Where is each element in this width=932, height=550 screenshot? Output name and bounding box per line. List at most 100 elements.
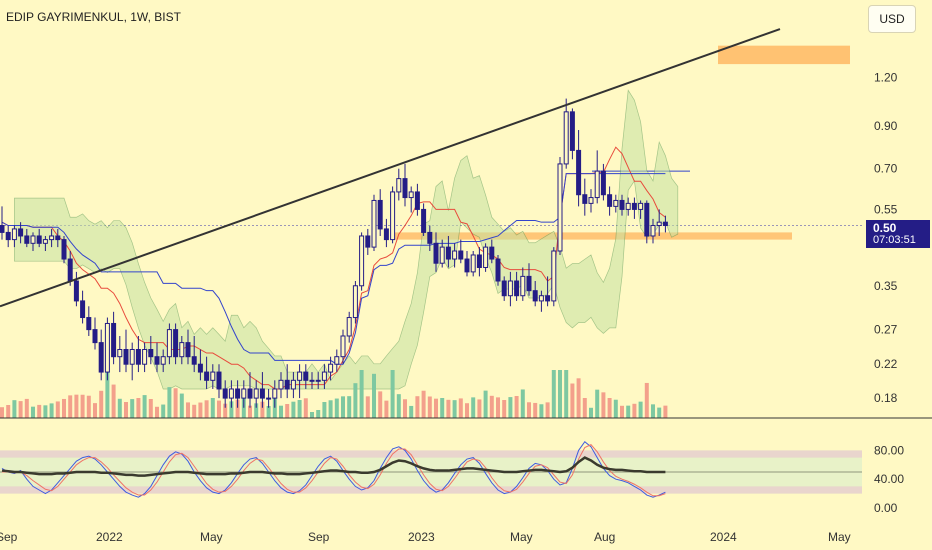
volume-bar [446, 399, 451, 418]
chart-title: EDIP GAYRIMENKUL, 1W, BIST [6, 10, 181, 24]
volume-bar [248, 405, 252, 418]
osc-extreme-band [0, 450, 862, 458]
volume-bar [471, 397, 476, 418]
candle-body [576, 149, 582, 196]
candle-body [272, 388, 278, 399]
volume-bar [322, 402, 327, 418]
x-tick-label: 2023 [408, 530, 435, 544]
volume-bar [440, 398, 445, 418]
candle-body [0, 225, 5, 233]
volume-bar [86, 395, 91, 418]
candle-body [396, 178, 402, 193]
candle-body [613, 199, 619, 207]
volume-bar [328, 400, 333, 418]
volume-bar [489, 395, 494, 418]
volume-bar [80, 394, 85, 418]
volume-bars [0, 370, 668, 418]
currency-button[interactable]: USD [868, 5, 916, 33]
volume-bar [167, 387, 172, 418]
candle-body [656, 221, 662, 227]
resistance-zone[interactable] [718, 45, 850, 65]
x-tick-label: May [828, 530, 851, 544]
volume-bar [43, 405, 48, 418]
volume-bar [496, 397, 500, 418]
candle-body [334, 356, 340, 365]
last-price-tag: 0.50 07:03:51 [866, 220, 930, 248]
candle-body [359, 235, 365, 287]
candle-body [73, 280, 79, 302]
candle-body [526, 275, 532, 292]
candle-body [253, 388, 259, 399]
volume-bar [663, 405, 668, 418]
volume-bar [365, 396, 370, 418]
candle-body [427, 231, 433, 244]
volume-bar [378, 391, 383, 418]
y-tick-label: 1.20 [874, 71, 898, 85]
volume-bar [570, 383, 575, 418]
volume-bar [434, 398, 438, 418]
candle-body [662, 221, 668, 227]
osc-y-tick-label: 80.00 [874, 443, 904, 457]
trendline-line[interactable] [0, 28, 781, 308]
candle-body [185, 342, 191, 358]
volume-bar [303, 398, 308, 418]
candle-body [551, 250, 557, 302]
candle-body [321, 371, 327, 381]
volume-bar [421, 390, 426, 418]
volume-bar [68, 395, 73, 418]
y-tick-label: 0.18 [874, 391, 898, 405]
candle-body [55, 235, 61, 241]
volume-bar [12, 400, 17, 418]
candle-body [303, 371, 309, 381]
candle-body [117, 349, 123, 358]
candle-body [569, 111, 575, 151]
volume-bar [347, 396, 352, 418]
x-tick-label: 2022 [96, 530, 123, 544]
volume-bar [601, 392, 606, 418]
volume-bar [204, 400, 209, 418]
oscillator-pane: 80.00 40.00 0.00 [0, 441, 904, 515]
candle-body [470, 254, 476, 273]
candle-body [290, 379, 296, 390]
volume-bar [173, 388, 178, 418]
candle-body [42, 239, 48, 244]
candle-body [241, 388, 247, 399]
x-tick-label: Sep [308, 530, 330, 544]
candle-body [154, 356, 160, 365]
candle-body [507, 280, 513, 297]
volume-bar [316, 410, 321, 418]
volume-bar [620, 405, 624, 418]
candle-body [607, 194, 613, 207]
candle-body [166, 329, 172, 358]
candle-body [135, 349, 141, 365]
candle-body [365, 235, 371, 248]
candle-body [123, 349, 129, 365]
candle-body [160, 356, 166, 365]
candle-body [80, 300, 86, 319]
trendline[interactable] [0, 28, 781, 308]
volume-bar [626, 405, 631, 418]
candle-body [377, 199, 383, 230]
candle-body [557, 163, 563, 252]
support-zone[interactable] [392, 232, 792, 240]
volume-bar [372, 373, 376, 418]
candle-body [458, 250, 464, 260]
candle-body [464, 258, 470, 273]
osc-y-tick-label: 0.00 [874, 501, 898, 515]
candle-body [315, 379, 321, 382]
volume-bar [508, 397, 513, 418]
candle-body [259, 388, 265, 399]
volume-bar [0, 407, 4, 418]
volume-bar [545, 402, 550, 418]
x-tick-label: Aug [594, 530, 615, 544]
candle-body [61, 239, 67, 260]
volume-bar [415, 396, 420, 418]
candle-body [98, 342, 104, 373]
volume-bar [136, 398, 141, 418]
candle-body [297, 371, 303, 381]
candles [0, 98, 668, 408]
y-tick-label: 0.90 [874, 119, 898, 133]
candle-body [30, 235, 36, 244]
